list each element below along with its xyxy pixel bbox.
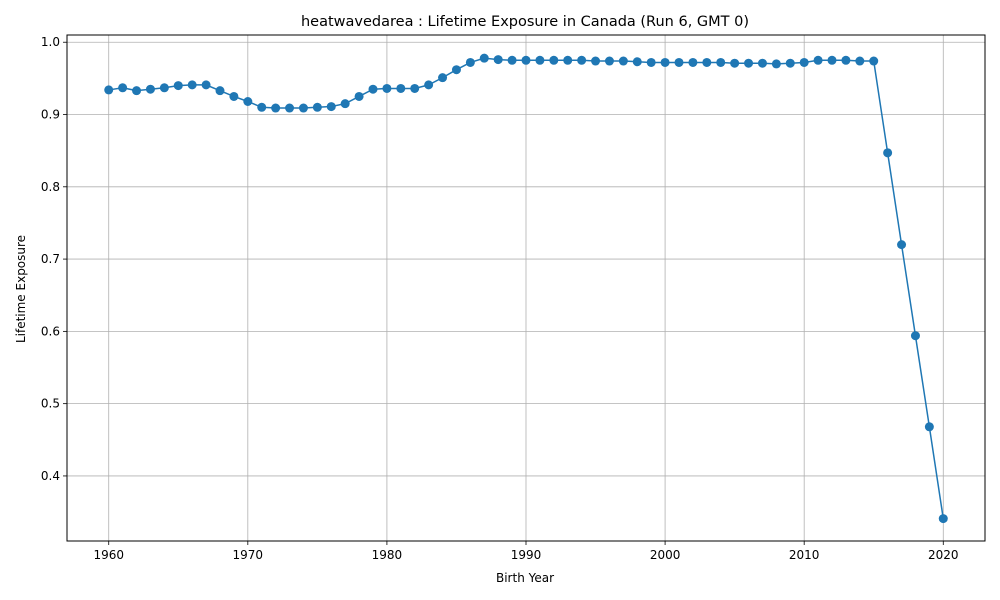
- data-point: [243, 97, 253, 107]
- chart-title: heatwavedarea : Lifetime Exposure in Can…: [301, 14, 749, 30]
- data-point: [855, 56, 865, 66]
- data-point: [771, 59, 781, 69]
- data-point: [744, 58, 754, 68]
- data-point: [646, 57, 656, 67]
- y-tick-label: 1.0: [41, 35, 60, 49]
- data-point: [159, 83, 169, 93]
- data-point: [312, 102, 322, 112]
- x-axis-label: Birth Year: [496, 571, 554, 585]
- x-axis: 1960 1970 1980 1990 2000 2010 2020: [93, 541, 959, 562]
- data-point: [897, 240, 907, 250]
- x-tick-label: 2020: [928, 548, 959, 562]
- data-point: [187, 80, 197, 90]
- data-point: [257, 102, 267, 112]
- data-point: [173, 81, 183, 91]
- data-point: [396, 83, 406, 93]
- data-point: [382, 83, 392, 93]
- x-tick-label: 1960: [93, 548, 124, 562]
- data-point: [354, 91, 364, 101]
- data-point: [229, 91, 239, 101]
- y-tick-label: 0.8: [41, 180, 60, 194]
- data-point: [813, 55, 823, 65]
- data-point: [577, 55, 587, 65]
- x-tick-label: 1970: [233, 548, 264, 562]
- series-exposure: [104, 53, 948, 524]
- data-point: [785, 58, 795, 68]
- data-point: [604, 56, 614, 66]
- x-tick-label: 1990: [511, 548, 542, 562]
- data-point: [215, 86, 225, 96]
- data-point: [410, 83, 420, 93]
- data-point: [549, 55, 559, 65]
- x-tick-label: 2000: [650, 548, 681, 562]
- data-point: [688, 57, 698, 67]
- data-point: [716, 57, 726, 67]
- data-point: [924, 422, 934, 432]
- data-point: [841, 55, 851, 65]
- data-point: [869, 56, 879, 66]
- y-tick-label: 0.7: [41, 252, 60, 266]
- data-point: [285, 103, 295, 113]
- data-point: [535, 55, 545, 65]
- data-point: [104, 85, 114, 95]
- x-tick-label: 2010: [789, 548, 820, 562]
- data-point: [451, 65, 461, 75]
- data-point: [883, 148, 893, 158]
- y-tick-label: 0.5: [41, 397, 60, 411]
- data-point: [479, 53, 489, 63]
- data-point: [424, 80, 434, 90]
- y-axis: 0.4 0.5 0.6 0.7 0.8 0.9 1.0: [41, 35, 67, 483]
- data-point: [132, 86, 142, 96]
- data-point: [326, 102, 336, 112]
- data-point: [799, 57, 809, 67]
- data-point: [438, 73, 448, 83]
- data-point: [521, 55, 531, 65]
- data-point: [827, 55, 837, 65]
- data-point: [674, 57, 684, 67]
- data-point: [271, 103, 281, 113]
- data-point: [465, 57, 475, 67]
- data-point: [118, 83, 128, 93]
- data-point: [507, 55, 517, 65]
- data-point: [618, 56, 628, 66]
- data-point: [563, 55, 573, 65]
- data-point: [493, 55, 503, 65]
- data-point: [632, 57, 642, 67]
- data-point: [702, 57, 712, 67]
- grid-lines: [67, 35, 985, 541]
- y-tick-label: 0.6: [41, 324, 60, 338]
- y-tick-label: 0.9: [41, 108, 60, 122]
- y-tick-label: 0.4: [41, 469, 60, 483]
- data-point: [591, 56, 601, 66]
- data-point: [757, 58, 767, 68]
- data-point: [340, 99, 350, 109]
- data-point: [660, 57, 670, 67]
- y-axis-label: Lifetime Exposure: [14, 235, 28, 343]
- data-point: [910, 331, 920, 341]
- data-point: [145, 84, 155, 94]
- data-point: [730, 58, 740, 68]
- x-tick-label: 1980: [372, 548, 403, 562]
- data-point: [368, 84, 378, 94]
- data-point: [298, 103, 308, 113]
- data-point: [201, 80, 211, 90]
- data-point: [938, 514, 948, 524]
